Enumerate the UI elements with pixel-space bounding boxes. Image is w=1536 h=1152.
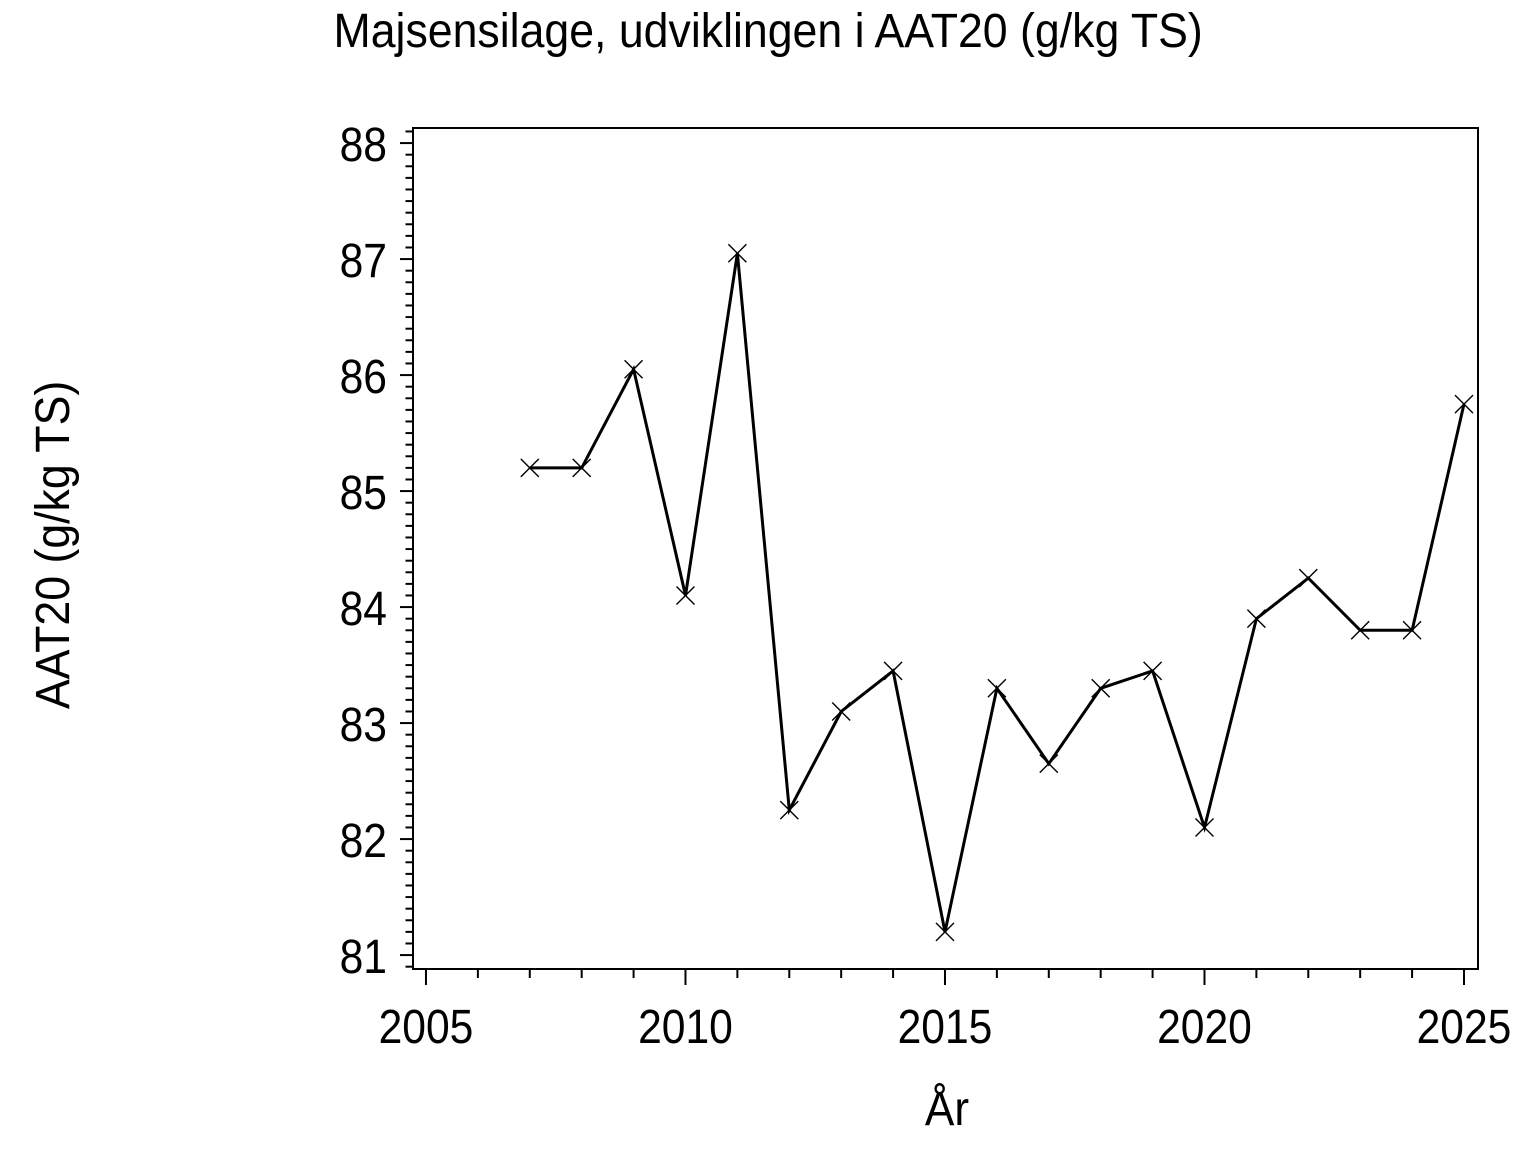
data-point-marker	[1194, 817, 1214, 837]
y-axis-tick-label: 88	[340, 119, 387, 172]
data-point-marker	[1246, 609, 1266, 629]
x-axis-tick-label: 2015	[898, 1001, 993, 1054]
data-point-marker	[520, 458, 540, 478]
plot-area-border	[412, 127, 1479, 970]
y-axis-tick-label: 86	[340, 351, 387, 404]
y-axis-tick-label: 81	[340, 931, 387, 984]
x-axis-tick-label: 2025	[1417, 1001, 1512, 1054]
data-point-marker	[1298, 568, 1318, 588]
x-axis-label: År	[924, 1083, 970, 1136]
y-axis-tick-label: 85	[340, 467, 387, 520]
data-point-marker	[1143, 661, 1163, 681]
data-point-marker	[1091, 678, 1111, 698]
data-point-marker	[624, 359, 644, 379]
data-point-marker	[883, 661, 903, 681]
y-axis-tick-label: 84	[340, 583, 387, 636]
data-point-marker	[1039, 754, 1059, 774]
data-point-marker	[1454, 394, 1474, 414]
data-point-marker	[779, 800, 799, 820]
data-point-marker	[675, 585, 695, 605]
data-point-marker	[935, 922, 955, 942]
data-point-marker	[1350, 620, 1370, 640]
chart-title: Majsensilage, udviklingen i AAT20 (g/kg …	[333, 5, 1203, 58]
x-axis-tick-label: 2020	[1157, 1001, 1252, 1054]
data-point-marker	[1402, 620, 1422, 640]
y-axis-tick-label: 82	[340, 815, 387, 868]
y-axis-tick-label: 83	[340, 699, 387, 752]
data-point-marker	[987, 678, 1007, 698]
y-axis-tick-label: 87	[340, 235, 387, 288]
data-point-marker	[831, 701, 851, 721]
x-axis-tick-label: 2005	[379, 1001, 474, 1054]
x-axis-tick-label: 2010	[638, 1001, 733, 1054]
data-point-marker	[727, 243, 747, 263]
data-point-marker	[572, 458, 592, 478]
data-line	[529, 253, 1466, 933]
